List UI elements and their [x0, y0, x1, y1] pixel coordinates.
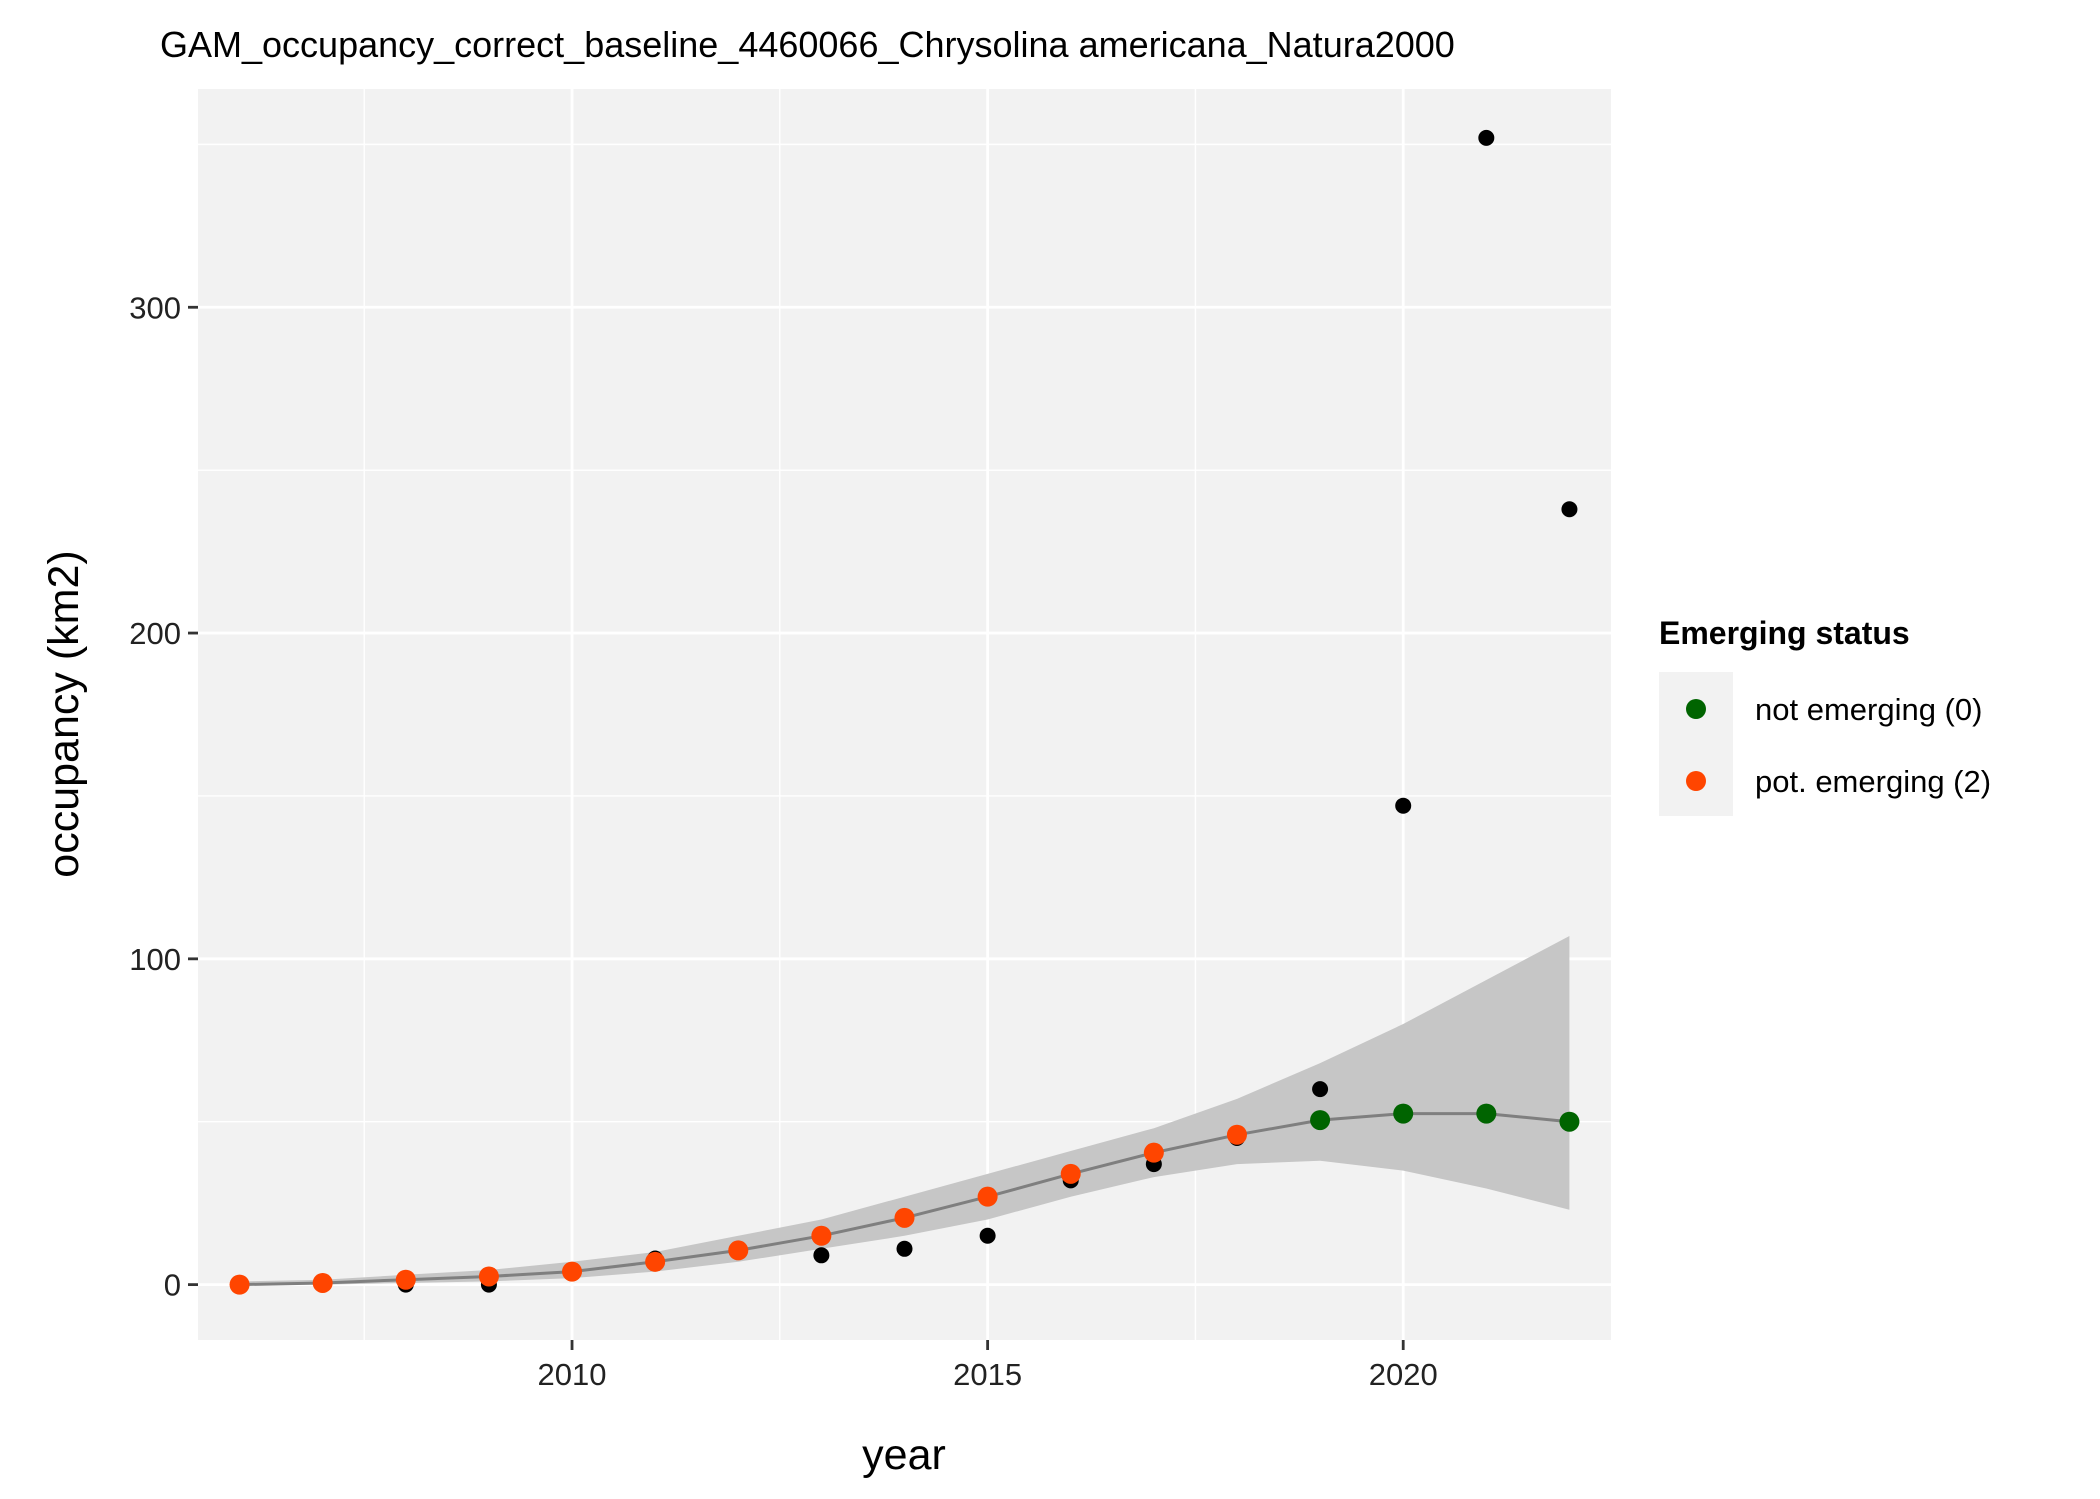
y-tick-label: 200 — [129, 616, 181, 651]
observed-point — [896, 1240, 913, 1257]
legend: Emerging status not emerging (0) pot. em… — [1659, 615, 1991, 816]
fitted-point-not-emerging — [1310, 1110, 1331, 1131]
legend-label-not-emerging: not emerging (0) — [1755, 692, 1982, 727]
x-tick-label: 2020 — [1369, 1357, 1438, 1392]
legend-label-pot-emerging: pot. emerging (2) — [1755, 764, 1991, 799]
legend-key-pot-emerging — [1686, 771, 1706, 791]
fitted-point-pot-emerging — [312, 1272, 333, 1293]
observed-point — [813, 1247, 830, 1264]
fitted-point-pot-emerging — [1060, 1163, 1081, 1184]
observed-point — [1561, 501, 1578, 518]
fitted-point-not-emerging — [1476, 1103, 1497, 1124]
fitted-point-pot-emerging — [478, 1266, 499, 1287]
fitted-point-not-emerging — [1393, 1103, 1414, 1124]
x-tick-label: 2015 — [953, 1357, 1022, 1392]
observed-point — [1478, 129, 1495, 146]
chart-title: GAM_occupancy_correct_baseline_4460066_C… — [160, 24, 1455, 65]
y-axis-title: occupancy (km2) — [40, 550, 88, 877]
y-tick-label: 300 — [129, 290, 181, 325]
x-axis-title: year — [862, 1431, 946, 1479]
y-tick-label: 100 — [129, 942, 181, 977]
fitted-point-pot-emerging — [562, 1261, 583, 1282]
observed-point — [1395, 797, 1412, 814]
legend-key-background — [1659, 672, 1733, 816]
observed-point — [979, 1227, 996, 1244]
fitted-point-pot-emerging — [894, 1207, 915, 1228]
fitted-point-pot-emerging — [645, 1251, 666, 1272]
observed-point — [1312, 1081, 1329, 1098]
legend-title: Emerging status — [1659, 615, 1910, 651]
fitted-point-pot-emerging — [1143, 1142, 1164, 1163]
axes: 2010 2015 2020 0 100 200 300 — [129, 290, 1437, 1392]
x-tick-label: 2010 — [538, 1357, 607, 1392]
fitted-point-not-emerging — [1559, 1111, 1580, 1132]
fitted-point-pot-emerging — [1226, 1124, 1247, 1145]
fitted-point-pot-emerging — [811, 1225, 832, 1246]
legend-key-not-emerging — [1686, 699, 1706, 719]
y-tick-label: 0 — [164, 1268, 181, 1303]
fitted-points-layer — [229, 1103, 1580, 1295]
fitted-point-pot-emerging — [728, 1240, 749, 1261]
fitted-point-pot-emerging — [977, 1186, 998, 1207]
fitted-point-pot-emerging — [395, 1269, 416, 1290]
fitted-point-pot-emerging — [229, 1274, 250, 1295]
